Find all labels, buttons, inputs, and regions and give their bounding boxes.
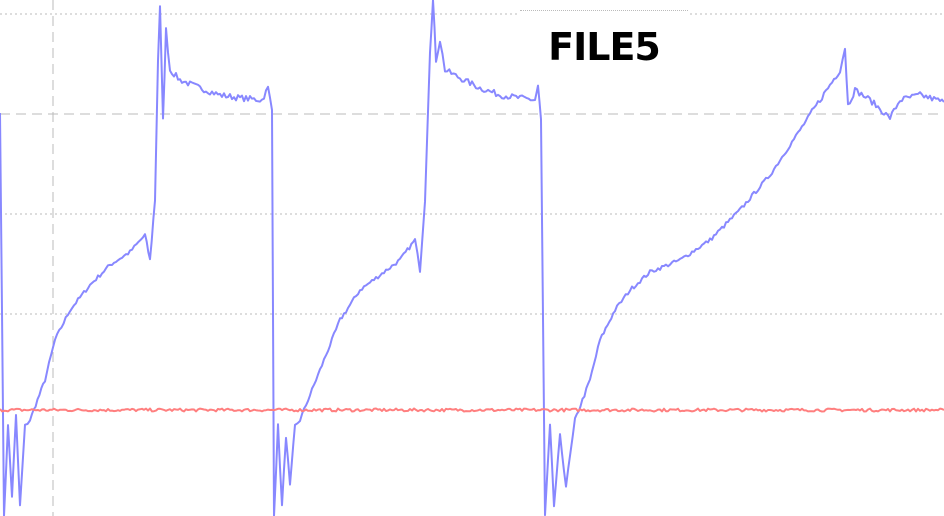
title-box: FILE5 (520, 10, 688, 75)
chart-title: FILE5 (548, 25, 661, 69)
series-line-red (0, 407, 944, 413)
